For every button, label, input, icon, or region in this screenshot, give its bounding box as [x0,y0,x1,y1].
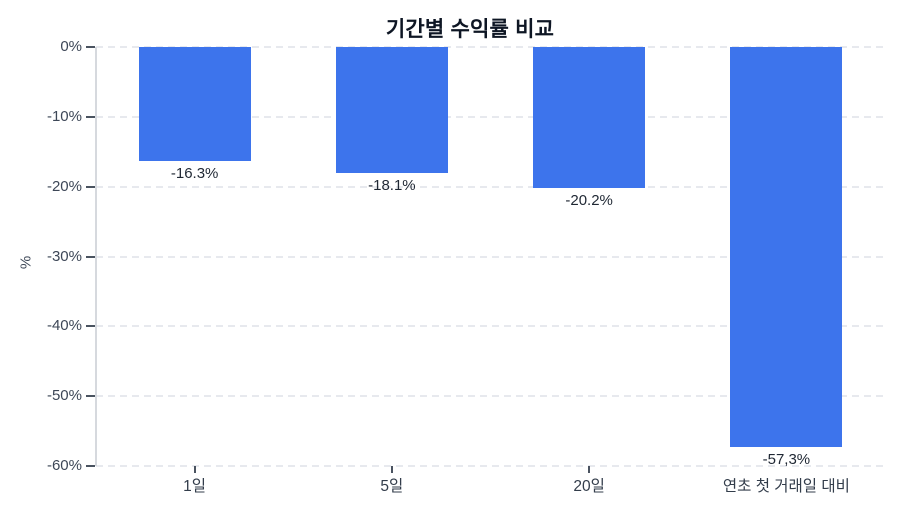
y-axis-line [95,47,97,466]
y-axis-tick-label: -60% [46,457,82,474]
gridline [96,465,885,467]
bar-value-label: -16.3% [170,164,219,182]
y-axis-tick [86,46,95,48]
bar-value-label: -20.2% [565,192,613,210]
y-axis-tick [86,115,95,118]
bar [335,47,448,174]
gridline [96,255,885,258]
x-axis-tick-label: 연초 첫 거래일 대비 [722,478,850,495]
y-axis-tick [86,255,95,258]
y-axis-tick [86,325,95,328]
bar-value-label: -57,3% [762,451,811,469]
bar [730,47,843,448]
bar [533,47,646,189]
gridline [96,185,885,188]
x-axis-tick [390,466,393,473]
y-axis-tick-label: -40% [46,317,82,335]
bar-value-label: -18.1% [368,177,416,195]
gridline [96,46,885,48]
y-axis-tick-label: -20% [46,177,82,195]
y-axis-tick [86,395,95,398]
x-axis-tick-label: 5일 [380,478,404,495]
gridline [96,115,885,118]
y-axis-tick-label: -30% [46,247,82,265]
x-axis-tick-label: 20일 [573,478,605,495]
x-axis-tick-label: 1일 [183,478,207,495]
chart-title: 기간별 수익률 비교 [385,18,555,41]
gridline [96,325,885,328]
y-axis-tick [86,185,95,188]
x-axis-tick [193,466,196,473]
bar [138,47,251,161]
y-axis-tick-label: 0% [60,38,82,55]
gridline [96,395,885,398]
y-axis-tick-label: -10% [46,107,82,125]
x-axis-tick [588,466,591,473]
y-axis-tick-label: -50% [46,387,82,405]
y-axis-tick [86,465,95,467]
